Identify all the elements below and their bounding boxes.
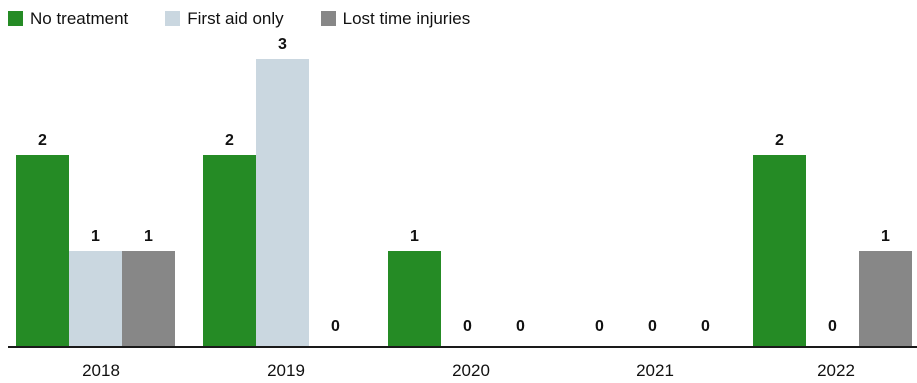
x-tick-label-2018: 2018: [82, 361, 120, 380]
data-label-no-treatment-2019: 2: [225, 132, 234, 149]
legend-swatch-lost-time-injuries: [320, 10, 336, 26]
bar-first-aid-only-2018: [69, 251, 122, 347]
bar-no-treatment-2019: [203, 155, 256, 347]
legend-label-no-treatment: No treatment: [30, 8, 129, 28]
data-label-no-treatment-2022: 2: [775, 132, 784, 149]
legend-swatch-first-aid-only: [165, 10, 181, 26]
data-label-lost-time-injuries-2020: 0: [516, 318, 525, 335]
data-label-no-treatment-2021: 0: [595, 318, 604, 335]
bar-lost-time-injuries-2018: [122, 251, 175, 347]
legend-label-first-aid-only: First aid only: [187, 8, 284, 28]
data-label-lost-time-injuries-2018: 1: [144, 228, 153, 245]
legend-item-first-aid-only: First aid only: [165, 8, 284, 28]
bar-no-treatment-2018: [16, 155, 69, 347]
data-label-lost-time-injuries-2019: 0: [331, 318, 340, 335]
legend-swatch-no-treatment: [8, 10, 23, 26]
data-label-first-aid-only-2022: 0: [828, 318, 837, 335]
bar-no-treatment-2020: [388, 251, 441, 347]
legend-label-lost-time-injuries: Lost time injuries: [342, 8, 471, 28]
legend-item-no-treatment: No treatment: [8, 10, 128, 27]
bar-lost-time-injuries-2022: [859, 251, 912, 347]
legend-item-lost-time-injuries: Lost time injuries: [320, 8, 471, 28]
data-label-no-treatment-2020: 1: [410, 228, 419, 245]
data-label-lost-time-injuries-2022: 1: [881, 228, 890, 245]
data-label-first-aid-only-2021: 0: [648, 318, 657, 335]
data-label-first-aid-only-2019: 3: [278, 36, 287, 53]
x-tick-label-2021: 2021: [636, 361, 674, 380]
bar-first-aid-only-2019: [256, 59, 309, 347]
data-label-first-aid-only-2018: 1: [91, 228, 100, 245]
x-tick-label-2019: 2019: [267, 361, 305, 380]
data-label-first-aid-only-2020: 0: [463, 318, 472, 335]
bar-no-treatment-2022: [753, 155, 806, 347]
data-label-lost-time-injuries-2021: 0: [701, 318, 710, 335]
chart-legend: No treatment First aid only Lost time in…: [8, 7, 507, 29]
data-label-no-treatment-2018: 2: [38, 132, 47, 149]
x-tick-label-2020: 2020: [452, 361, 490, 380]
x-tick-label-2022: 2022: [817, 361, 855, 380]
